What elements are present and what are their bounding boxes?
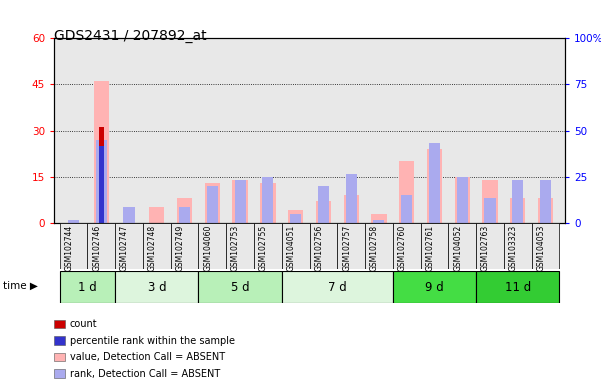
Bar xyxy=(337,223,365,269)
Bar xyxy=(233,180,248,223)
Bar xyxy=(59,271,115,303)
Text: GSM102744: GSM102744 xyxy=(64,225,73,271)
Bar xyxy=(401,195,412,223)
Bar xyxy=(177,198,192,223)
Bar xyxy=(365,223,393,269)
Bar xyxy=(393,223,421,269)
Text: GSM102749: GSM102749 xyxy=(175,225,185,271)
Bar xyxy=(399,161,414,223)
Bar xyxy=(538,198,553,223)
Bar xyxy=(346,174,357,223)
Bar xyxy=(99,127,104,223)
Bar xyxy=(448,223,476,269)
Bar xyxy=(457,177,468,223)
Text: GSM102753: GSM102753 xyxy=(231,225,240,271)
Bar xyxy=(99,146,104,223)
Bar xyxy=(260,183,275,223)
Bar xyxy=(532,223,560,269)
Bar xyxy=(171,223,198,269)
Text: 3 d: 3 d xyxy=(147,281,166,293)
Bar xyxy=(254,223,282,269)
Text: time ▶: time ▶ xyxy=(3,281,38,291)
Text: 9 d: 9 d xyxy=(425,281,444,293)
Text: GDS2431 / 207892_at: GDS2431 / 207892_at xyxy=(54,29,207,43)
Text: 5 d: 5 d xyxy=(231,281,249,293)
Bar xyxy=(484,198,496,223)
Bar xyxy=(344,195,359,223)
Bar xyxy=(510,198,525,223)
Text: GSM102748: GSM102748 xyxy=(148,225,157,271)
Bar xyxy=(226,223,254,269)
Text: GSM104060: GSM104060 xyxy=(203,225,212,271)
Bar xyxy=(94,81,109,223)
Bar xyxy=(115,271,198,303)
Bar xyxy=(316,201,331,223)
Bar xyxy=(198,271,282,303)
Text: GSM104052: GSM104052 xyxy=(453,225,462,271)
Bar xyxy=(123,207,135,223)
Text: GSM102760: GSM102760 xyxy=(398,225,407,271)
Bar xyxy=(476,223,504,269)
Text: GSM103323: GSM103323 xyxy=(508,225,517,271)
Text: GSM102756: GSM102756 xyxy=(314,225,323,271)
Bar xyxy=(429,143,440,223)
Bar xyxy=(310,223,337,269)
Bar xyxy=(68,220,79,223)
Text: GSM102747: GSM102747 xyxy=(120,225,129,271)
Text: 7 d: 7 d xyxy=(328,281,347,293)
Text: GSM102755: GSM102755 xyxy=(259,225,268,271)
Bar xyxy=(427,149,442,223)
Bar xyxy=(234,180,246,223)
Bar xyxy=(483,180,498,223)
Bar xyxy=(59,223,87,269)
Text: GSM104053: GSM104053 xyxy=(537,225,546,271)
Bar xyxy=(198,223,226,269)
Text: GSM102758: GSM102758 xyxy=(370,225,379,271)
Bar xyxy=(288,210,304,223)
Bar xyxy=(149,207,165,223)
Bar xyxy=(96,140,107,223)
Bar xyxy=(454,177,470,223)
Text: 11 d: 11 d xyxy=(505,281,531,293)
Text: count: count xyxy=(70,319,97,329)
Bar xyxy=(179,207,190,223)
Bar xyxy=(290,214,301,223)
Text: 1 d: 1 d xyxy=(78,281,97,293)
Bar xyxy=(393,271,476,303)
Text: GSM104051: GSM104051 xyxy=(287,225,296,271)
Text: rank, Detection Call = ABSENT: rank, Detection Call = ABSENT xyxy=(70,369,220,379)
Bar xyxy=(207,186,218,223)
Text: GSM102761: GSM102761 xyxy=(426,225,435,271)
Bar xyxy=(143,223,171,269)
Bar xyxy=(373,220,385,223)
Bar xyxy=(512,180,523,223)
Text: GSM102746: GSM102746 xyxy=(93,225,102,271)
Text: GSM102757: GSM102757 xyxy=(342,225,351,271)
Bar xyxy=(421,223,448,269)
Bar xyxy=(282,271,393,303)
Text: value, Detection Call = ABSENT: value, Detection Call = ABSENT xyxy=(70,352,225,362)
Bar xyxy=(205,183,220,223)
Bar xyxy=(282,223,310,269)
Bar xyxy=(504,223,532,269)
Bar xyxy=(87,223,115,269)
Bar xyxy=(540,180,551,223)
Bar xyxy=(318,186,329,223)
Bar xyxy=(476,271,560,303)
Text: percentile rank within the sample: percentile rank within the sample xyxy=(70,336,235,346)
Text: GSM102763: GSM102763 xyxy=(481,225,490,271)
Bar xyxy=(371,214,386,223)
Bar xyxy=(262,177,273,223)
Bar xyxy=(115,223,143,269)
